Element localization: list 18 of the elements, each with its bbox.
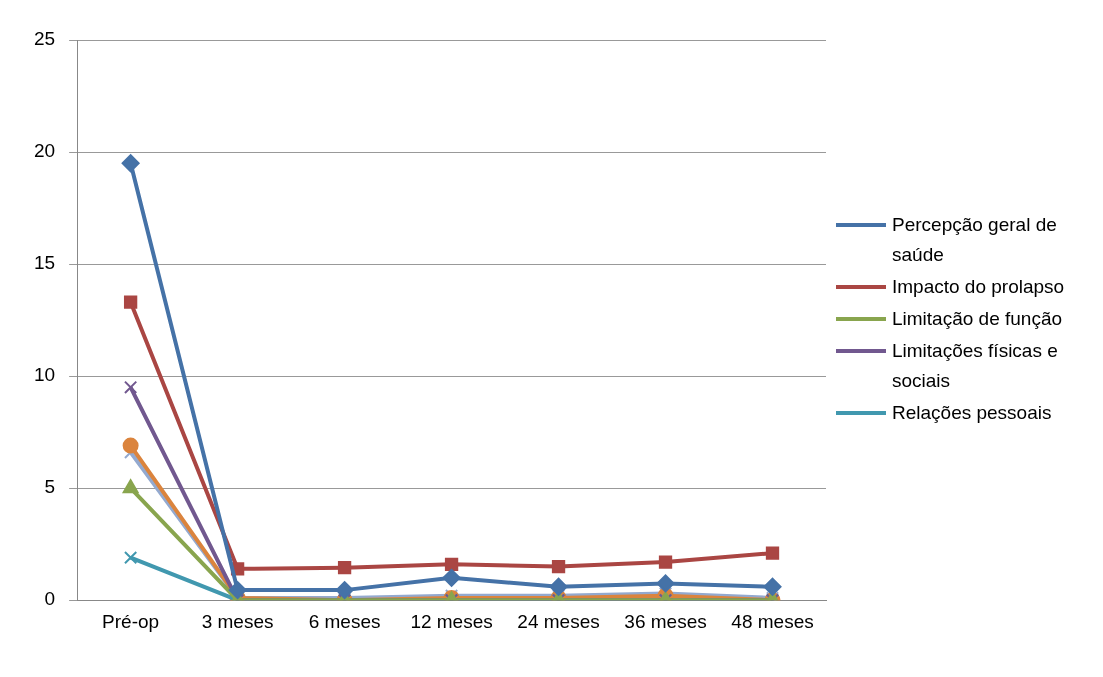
y-tick-label: 5 bbox=[44, 476, 56, 498]
legend-label: Relações pessoais bbox=[892, 401, 1052, 425]
x-tick-label: 48 meses bbox=[731, 610, 814, 632]
x-tick-label: 6 meses bbox=[308, 610, 381, 632]
x-tick-label: 12 meses bbox=[410, 610, 493, 632]
x-tick-label: Pré-op bbox=[102, 610, 160, 632]
legend-label: Limitações físicas e sociais bbox=[892, 339, 1059, 393]
x-tick-label: 3 meses bbox=[201, 610, 274, 632]
legend-label: Impacto do prolapso bbox=[892, 275, 1065, 299]
legend-label: Percepção geral de saúde bbox=[892, 213, 1058, 267]
x-tick-label: 24 meses bbox=[517, 610, 600, 632]
y-tick-label: 0 bbox=[44, 588, 56, 610]
y-tick-label: 10 bbox=[33, 364, 56, 386]
x-tick-label: 36 meses bbox=[624, 610, 707, 632]
y-tick-label: 20 bbox=[33, 140, 56, 162]
y-tick-label: 25 bbox=[33, 28, 56, 50]
y-tick-label: 15 bbox=[33, 252, 56, 274]
legend-label: Limitação de função bbox=[892, 307, 1063, 331]
